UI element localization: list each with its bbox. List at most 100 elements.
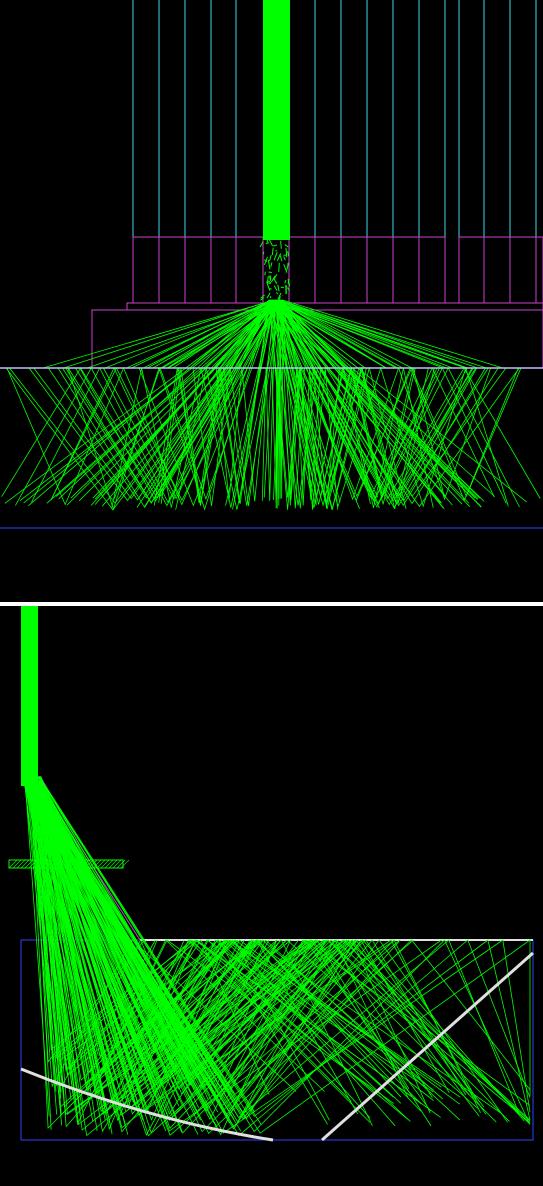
top-view-panel [0, 0, 543, 529]
ray-path [279, 255, 283, 262]
ray-path [31, 784, 411, 1122]
ray-path [36, 776, 320, 1126]
ray-path [50, 299, 282, 502]
ray-path [143, 299, 281, 369]
ray-path [265, 242, 270, 245]
plate-hatch [16, 859, 26, 869]
ray-path [271, 247, 274, 255]
plate-hatch [80, 859, 90, 869]
ray-path [15, 299, 281, 507]
view-separator [0, 602, 543, 606]
ray-path [63, 299, 273, 369]
ray-path [39, 783, 371, 1119]
ray-path [278, 262, 280, 272]
ray-path [29, 777, 396, 1130]
ray-path [33, 780, 327, 1101]
ray-path [35, 779, 344, 1062]
plate-hatch [84, 859, 94, 869]
ray-path [279, 299, 413, 369]
plate-hatch [88, 859, 98, 869]
ray-path [41, 783, 409, 1112]
ray-path [40, 782, 432, 1136]
ray-path [269, 275, 272, 280]
ray-path [51, 299, 272, 500]
plate-hatch [64, 859, 74, 869]
ray-path [34, 780, 202, 1121]
ray-path [277, 299, 398, 369]
ray-path [39, 776, 461, 1121]
plate-hatch [24, 859, 34, 869]
ray-path [276, 253, 282, 261]
ray-path [267, 280, 272, 284]
ray-path [260, 294, 265, 299]
plate-hatch [52, 859, 62, 869]
ray-path [35, 783, 307, 1099]
detector-boundary [0, 367, 543, 529]
ray-path [34, 776, 481, 1133]
side-view-drawing [0, 0, 543, 529]
ray-path [25, 784, 325, 1092]
ray-path [31, 781, 96, 1070]
ray-path [267, 282, 271, 285]
ray-path [42, 299, 275, 369]
ray-path [273, 278, 278, 284]
ray-path [270, 299, 444, 369]
ray-path [37, 779, 434, 1093]
ray-path [269, 299, 360, 507]
ray-path [175, 299, 283, 510]
ray-path [284, 280, 287, 284]
ray-path [30, 783, 57, 1092]
ray-path [40, 784, 340, 1092]
ray-path [259, 241, 264, 248]
ray-path [269, 288, 272, 290]
ray-path [276, 300, 281, 305]
ray-path [263, 256, 268, 266]
ray-path [270, 262, 273, 267]
reflector-mirrors [20, 951, 534, 1142]
curved-mirror [20, 1067, 274, 1142]
ray-path [40, 779, 199, 1059]
ray-path [260, 297, 265, 301]
plate-hatch [20, 859, 30, 869]
ray-path [40, 784, 143, 1121]
ray-bundle [1, 238, 541, 511]
ray-path [287, 251, 290, 257]
ray-path [275, 299, 279, 509]
ray-path [268, 299, 507, 497]
ray-path [113, 299, 276, 501]
ray-path [277, 284, 280, 292]
ray-path [79, 299, 271, 502]
ray-path [38, 785, 192, 1059]
plate-hatch [32, 859, 42, 869]
plate-hatch [60, 859, 70, 869]
plate-hatch [40, 859, 50, 869]
sensor-housing [91, 236, 543, 369]
plate-hatch [116, 859, 126, 869]
ray-path [39, 779, 519, 1119]
ray-path [75, 299, 282, 499]
ray-path [29, 780, 292, 1089]
ray-bundle [23, 775, 531, 1137]
ray-path [48, 299, 273, 501]
ray-path [269, 299, 318, 506]
ray-path [26, 782, 251, 1137]
fiber-array [132, 0, 537, 237]
ray-path [261, 299, 276, 501]
ray-path [40, 779, 330, 1121]
mount-plate [126, 302, 543, 311]
aperture-plate [8, 859, 130, 869]
ray-path [269, 254, 272, 262]
ray-path [275, 292, 279, 295]
plate-hatch [96, 859, 106, 869]
ray-path [282, 299, 491, 501]
plate-hatch [112, 859, 122, 869]
ray-path [275, 299, 489, 502]
plate-hatch [48, 859, 58, 869]
ray-path [275, 299, 453, 369]
ray-path [286, 287, 291, 292]
plate-hatch [28, 859, 38, 869]
plate-hatch [100, 859, 110, 869]
ray-path [19, 299, 281, 502]
ray-path [277, 296, 281, 303]
ray-path [273, 251, 278, 261]
